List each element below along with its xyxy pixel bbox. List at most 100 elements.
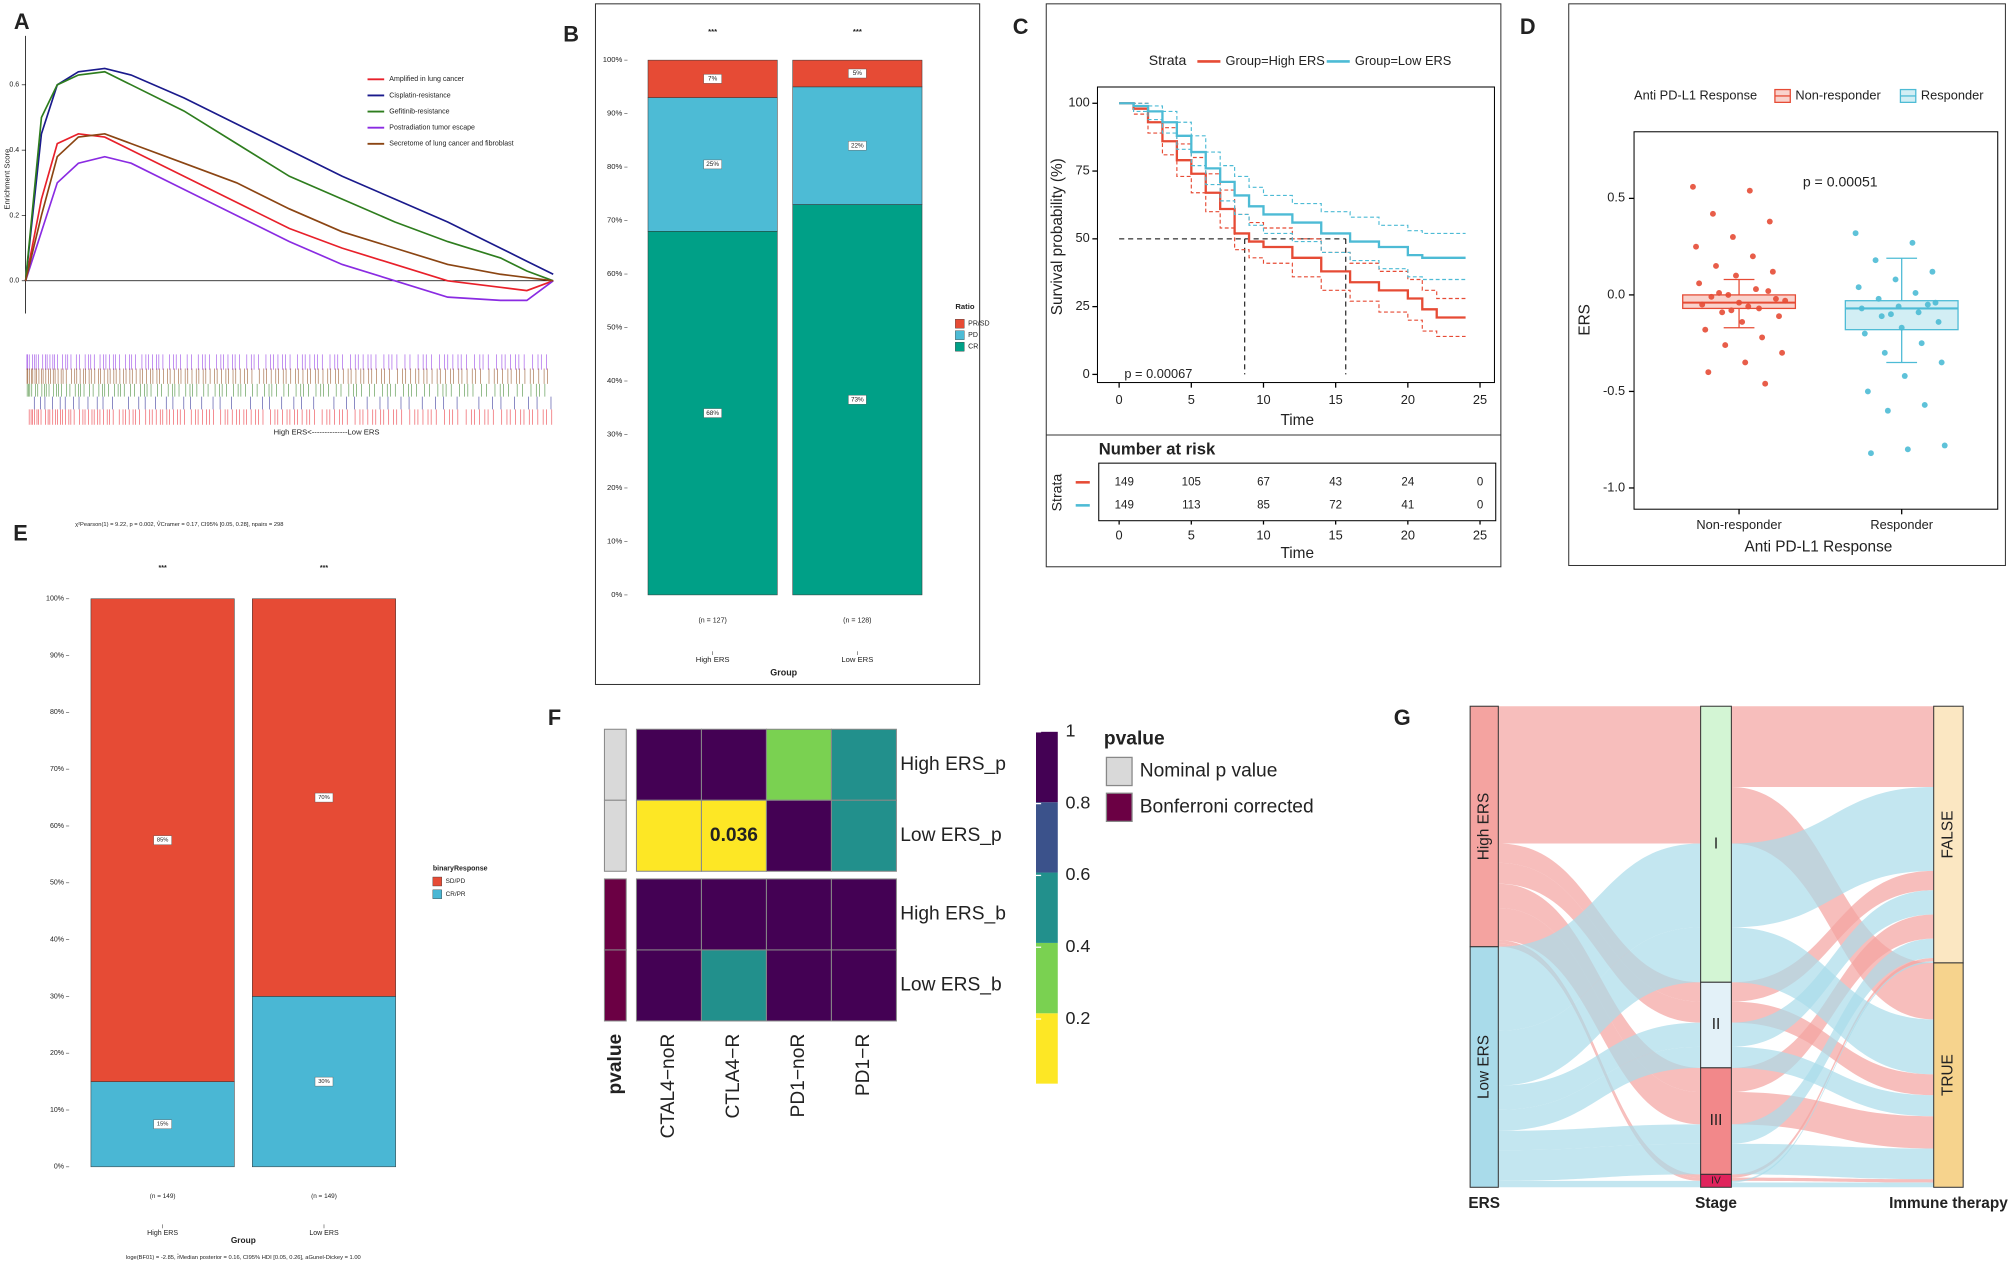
stratum bbox=[1469, 946, 1499, 1188]
x-tick-label: 10 bbox=[1256, 392, 1270, 407]
colorbar-band bbox=[1036, 872, 1058, 943]
flow bbox=[1498, 786, 1701, 844]
data-point bbox=[1909, 239, 1916, 246]
data-point bbox=[1935, 318, 1942, 325]
data-point bbox=[1861, 330, 1868, 337]
plot-frame bbox=[1633, 131, 1999, 510]
annotation-label: pvalue bbox=[605, 1033, 626, 1094]
x-tick-label: 25 bbox=[1473, 527, 1487, 542]
legend-label: Responder bbox=[1921, 87, 1984, 102]
y-tick-label: 0% bbox=[611, 590, 622, 599]
heat-cell bbox=[830, 728, 897, 801]
data-point bbox=[1938, 359, 1945, 366]
legend-title: Ratio bbox=[955, 302, 975, 311]
y-tick-label: 75 bbox=[1076, 162, 1090, 177]
y-tick-label: 0.6 bbox=[9, 82, 19, 89]
y-tick-label: 90% bbox=[50, 652, 64, 659]
data-point bbox=[1921, 402, 1928, 408]
legend-swatch bbox=[1105, 792, 1133, 823]
es-curve bbox=[24, 132, 554, 282]
flow bbox=[1731, 786, 1934, 928]
y-tick-label: 0.0 bbox=[9, 278, 19, 285]
stratum-label: III bbox=[1710, 1112, 1723, 1129]
data-point bbox=[1887, 311, 1894, 318]
y-tick-label: 50 bbox=[1076, 230, 1090, 245]
y-tick-label: 90% bbox=[607, 109, 623, 118]
x-axis-label: Group bbox=[231, 1235, 256, 1245]
risk-value: 72 bbox=[1329, 499, 1342, 511]
value-label-box bbox=[153, 835, 172, 845]
value-label-box bbox=[848, 68, 867, 79]
y-tick-label: 30% bbox=[607, 430, 623, 439]
flow bbox=[1731, 890, 1934, 1047]
annotation-cell bbox=[603, 728, 627, 801]
flow bbox=[1498, 1182, 1701, 1188]
flow bbox=[1731, 1046, 1934, 1117]
legend-label: Gefitinib-resistance bbox=[389, 108, 449, 115]
panel-frame bbox=[594, 3, 981, 685]
panel-label: A bbox=[14, 9, 30, 34]
row-label: Low ERS_b bbox=[900, 975, 1001, 996]
y-tick-label: 20% bbox=[50, 1050, 64, 1057]
panel-label: B bbox=[563, 22, 579, 47]
legend-label: Cisplatin-resistance bbox=[389, 92, 450, 99]
y-tick-label: 10% bbox=[50, 1107, 64, 1114]
value-label: 70% bbox=[318, 795, 330, 801]
value-label-box bbox=[703, 408, 722, 418]
legend-swatch bbox=[955, 319, 965, 329]
survival-curve bbox=[1119, 102, 1466, 319]
y-tick-label: 25 bbox=[1076, 298, 1090, 313]
data-point bbox=[1864, 388, 1871, 395]
axis-label: Immune therapy bbox=[1889, 1195, 2008, 1212]
figure-body: 0.0 0.2 0.4 0.6 Enrichment Score Amplified in… bbox=[3, 3, 2008, 1261]
p-value: p = 0.00067 bbox=[1124, 366, 1192, 381]
legend-swatch bbox=[1105, 756, 1133, 787]
value-label-box bbox=[703, 74, 722, 84]
column-label: PD1−R bbox=[853, 1034, 874, 1096]
colorbar-label: 0.4 bbox=[1065, 936, 1090, 956]
legend-label: Nominal p value bbox=[1140, 761, 1278, 782]
column-label: PD1−noR bbox=[788, 1034, 809, 1118]
legend-title: binaryResponse bbox=[433, 866, 488, 873]
x-axis-label: Time bbox=[1280, 412, 1314, 429]
stratum-label: II bbox=[1712, 1016, 1721, 1033]
y-tick-label: 60% bbox=[50, 823, 64, 830]
heat-cell bbox=[700, 878, 767, 951]
value-label-box bbox=[153, 1119, 172, 1129]
data-point bbox=[1872, 257, 1879, 264]
value-label-box bbox=[848, 395, 867, 405]
data-point bbox=[1690, 183, 1696, 190]
stratum bbox=[1700, 981, 1732, 1069]
stratum bbox=[1933, 962, 1964, 1188]
heat-cell bbox=[765, 949, 832, 1022]
flow bbox=[1731, 1182, 1934, 1188]
x-tick-label: 5 bbox=[1188, 527, 1195, 542]
flow bbox=[1731, 1143, 1934, 1180]
row-label: Low ERS_p bbox=[900, 825, 1001, 846]
x-tick-label: High ERS bbox=[147, 1230, 178, 1237]
flow bbox=[1731, 938, 1934, 1144]
ci-line bbox=[1119, 102, 1466, 300]
flow bbox=[1498, 1180, 1701, 1183]
data-point bbox=[1742, 359, 1749, 366]
colorbar-label: 1 bbox=[1065, 721, 1075, 741]
legend-label: Postradiation tumor escape bbox=[389, 125, 475, 132]
data-point bbox=[1924, 301, 1931, 308]
y-tick-label: 10% bbox=[607, 536, 623, 545]
data-point bbox=[1713, 263, 1719, 269]
flow bbox=[1731, 706, 1934, 787]
y-tick-label: 80% bbox=[607, 162, 623, 171]
value-label-box bbox=[314, 1076, 334, 1087]
annotation-cell bbox=[603, 949, 627, 1022]
data-point bbox=[1868, 450, 1874, 457]
x-tick-label: Non-responder bbox=[1696, 517, 1782, 532]
value-label: 68% bbox=[706, 410, 719, 417]
value-label-box bbox=[703, 159, 722, 170]
risk-value: 85 bbox=[1257, 499, 1270, 511]
es-curve bbox=[24, 132, 554, 292]
value-label-box bbox=[848, 141, 867, 151]
y-tick-label: 0 bbox=[1083, 366, 1090, 381]
risk-value: 105 bbox=[1182, 476, 1201, 488]
